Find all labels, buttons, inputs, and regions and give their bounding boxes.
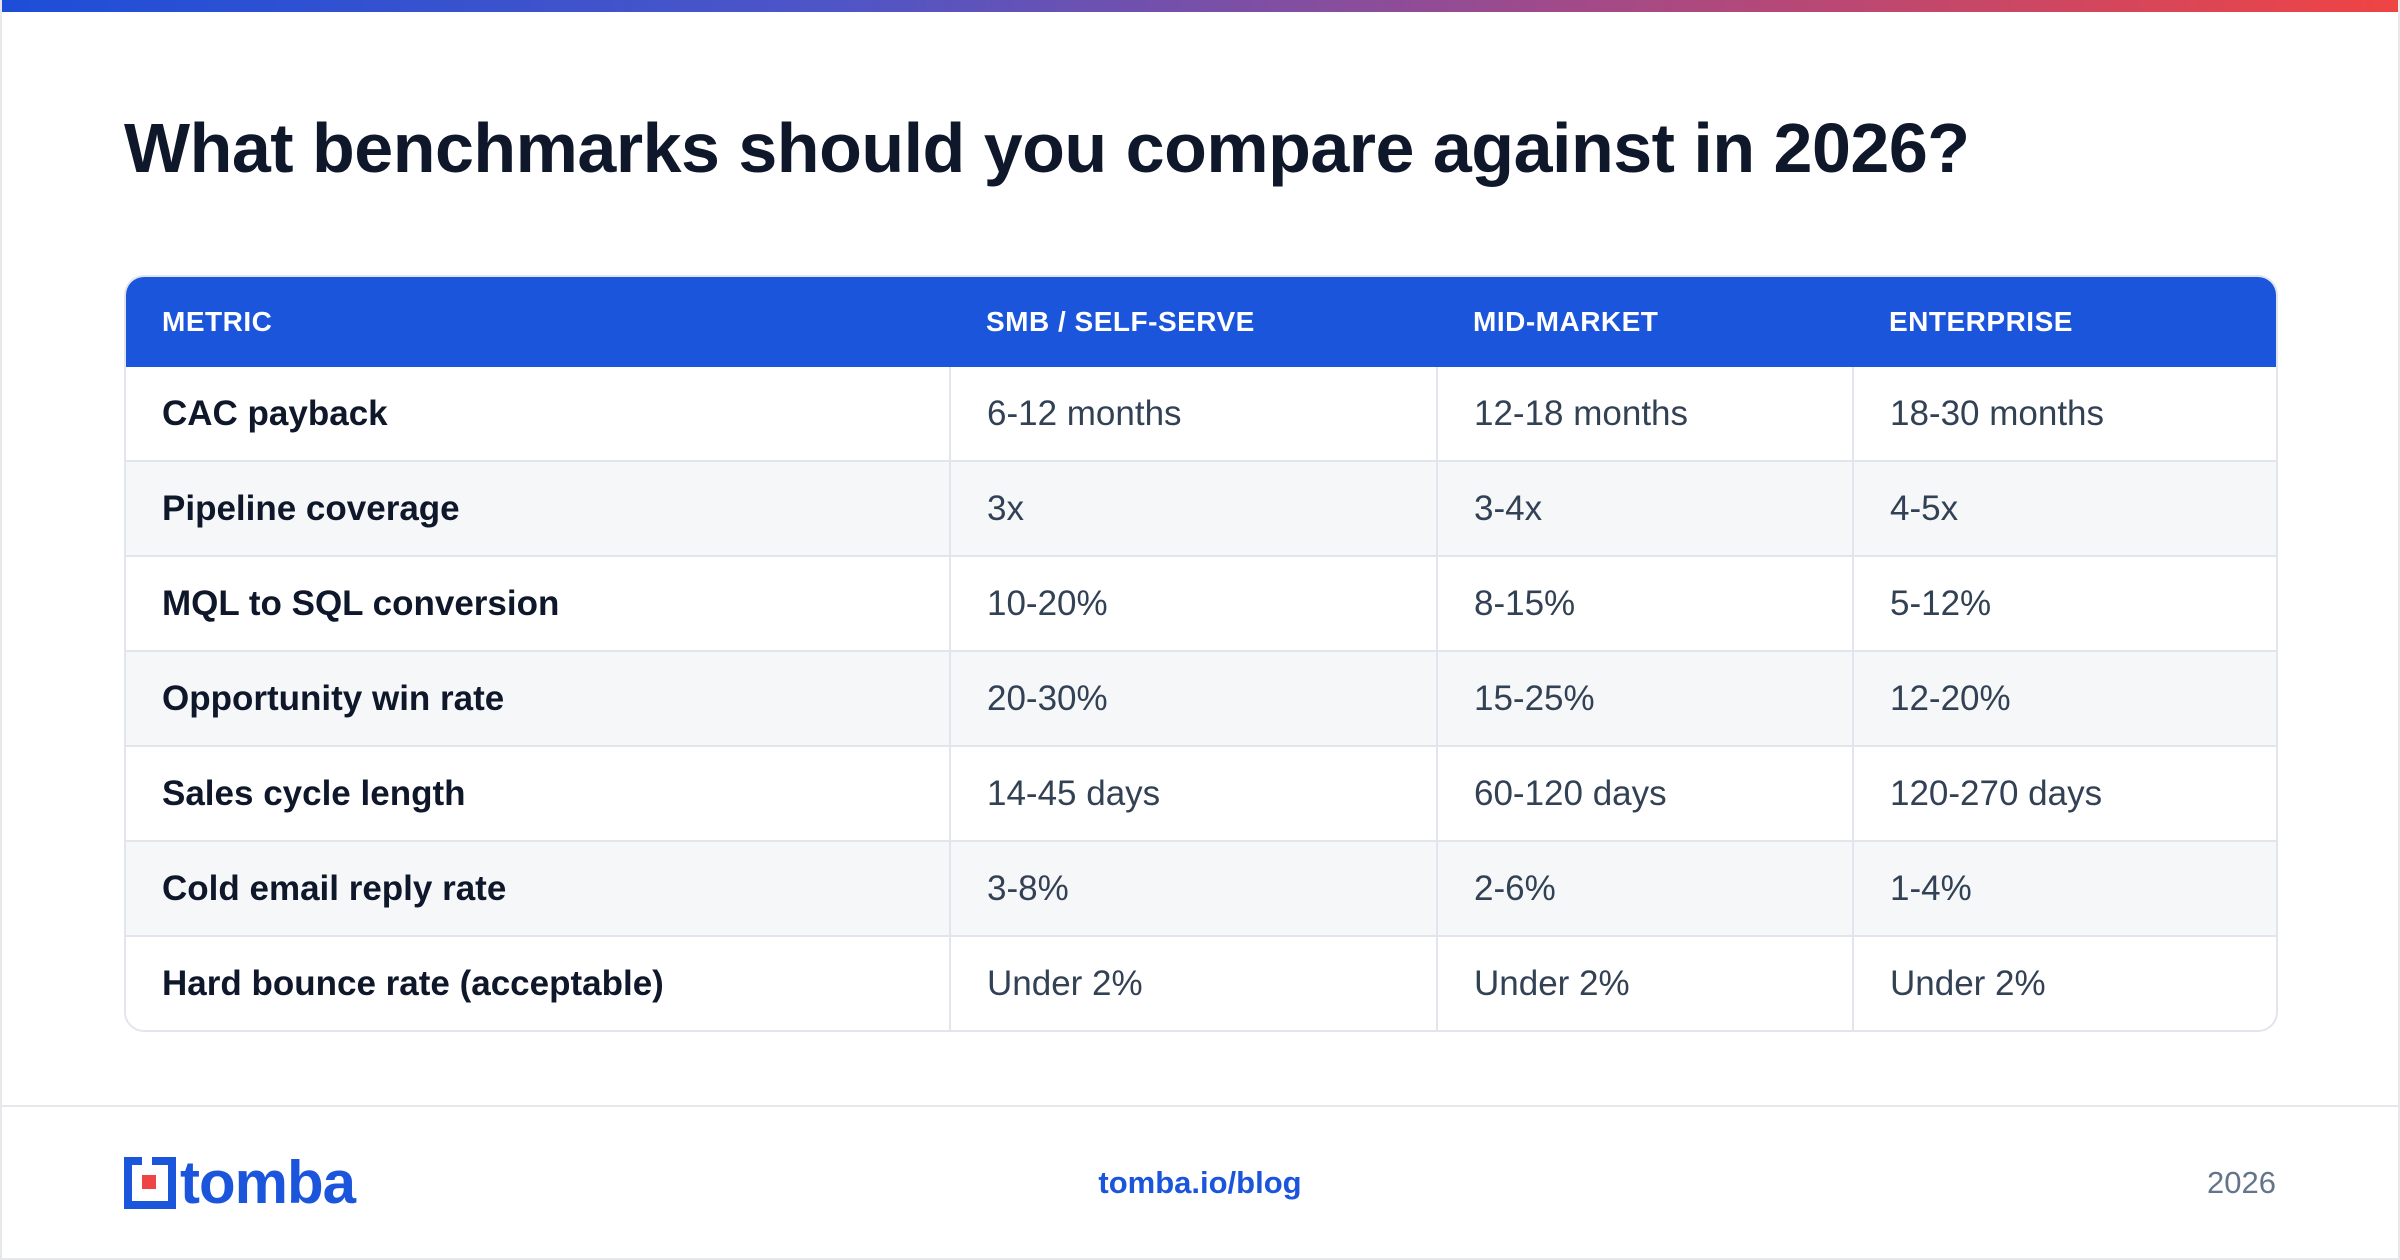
enterprise-value: 1-4% (1852, 840, 2276, 936)
enterprise-value: 12-20% (1852, 650, 2276, 746)
smb-value: Under 2% (949, 935, 1437, 1030)
mid-market-value: 2-6% (1436, 840, 1853, 936)
mid-market-value: 12-18 months (1436, 367, 1853, 461)
metric-name: Pipeline coverage (126, 460, 950, 556)
metric-name: Sales cycle length (126, 745, 950, 841)
metric-name: Cold email reply rate (126, 840, 950, 936)
column-header-smb: SMB / SELF-SERVE (950, 277, 1437, 367)
smb-value: 20-30% (949, 650, 1437, 746)
page-title: What benchmarks should you compare again… (124, 109, 1970, 187)
table-row: MQL to SQL conversion 10-20% 8-15% 5-12% (126, 555, 2276, 651)
logo-wordmark: tomba (180, 1149, 356, 1216)
mid-market-value: 8-15% (1436, 555, 1853, 651)
metric-name: Hard bounce rate (acceptable) (126, 935, 950, 1030)
enterprise-value: 18-30 months (1852, 367, 2276, 461)
benchmarks-table: METRIC SMB / SELF-SERVE MID-MARKET ENTER… (126, 277, 2276, 1030)
footer: tomba tomba.io/blog 2026 (2, 1105, 2398, 1260)
mid-market-value: 60-120 days (1436, 745, 1853, 841)
smb-value: 14-45 days (949, 745, 1437, 841)
mid-market-value: 15-25% (1436, 650, 1853, 746)
benchmarks-table-container: METRIC SMB / SELF-SERVE MID-MARKET ENTER… (124, 275, 2278, 1032)
table-row: Sales cycle length 14-45 days 60-120 day… (126, 745, 2276, 841)
enterprise-value: 120-270 days (1852, 745, 2276, 841)
table-row: Opportunity win rate 20-30% 15-25% 12-20… (126, 650, 2276, 746)
enterprise-value: 5-12% (1852, 555, 2276, 651)
smb-value: 3x (949, 460, 1437, 556)
column-header-metric: METRIC (126, 277, 950, 367)
table-row: CAC payback 6-12 months 12-18 months 18-… (126, 367, 2276, 461)
mid-market-value: 3-4x (1436, 460, 1853, 556)
smb-value: 3-8% (949, 840, 1437, 936)
metric-name: Opportunity win rate (126, 650, 950, 746)
footer-year: 2026 (2207, 1165, 2276, 1200)
enterprise-value: 4-5x (1852, 460, 2276, 556)
table-row: Hard bounce rate (acceptable) Under 2% U… (126, 935, 2276, 1030)
tomba-logo[interactable]: tomba (124, 1149, 356, 1216)
metric-name: CAC payback (162, 393, 388, 433)
smb-value: 10-20% (949, 555, 1437, 651)
tomba-logo-icon (124, 1157, 176, 1209)
enterprise-value: Under 2% (1852, 935, 2276, 1030)
metric-name: MQL to SQL conversion (126, 555, 950, 651)
gradient-top-bar (2, 0, 2398, 12)
blog-link[interactable]: tomba.io/blog (1098, 1165, 1302, 1200)
smb-value: 6-12 months (949, 367, 1437, 461)
column-header-mid-market: MID-MARKET (1437, 277, 1853, 367)
table-row: Cold email reply rate 3-8% 2-6% 1-4% (126, 840, 2276, 936)
table-header-row: METRIC SMB / SELF-SERVE MID-MARKET ENTER… (126, 277, 2276, 367)
mid-market-value: Under 2% (1436, 935, 1853, 1030)
table-row: Pipeline coverage 3x 3-4x 4-5x (126, 460, 2276, 556)
column-header-enterprise: ENTERPRISE (1853, 277, 2276, 367)
